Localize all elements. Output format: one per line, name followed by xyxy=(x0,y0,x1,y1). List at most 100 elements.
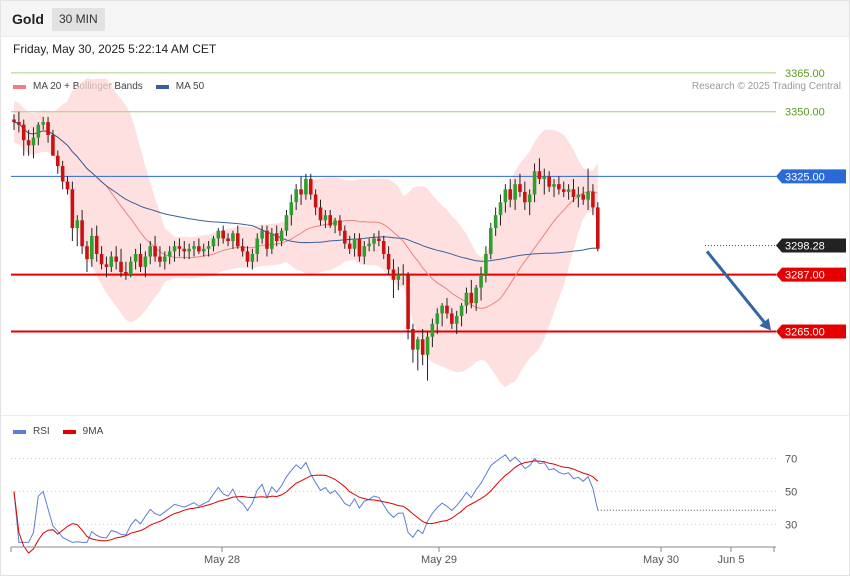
candle xyxy=(153,235,157,262)
candle-body xyxy=(85,246,89,260)
candle-body xyxy=(357,238,362,257)
top-bar: Gold 30 MIN xyxy=(1,1,849,37)
rsi-9ma-line xyxy=(13,460,599,554)
candle-body xyxy=(542,176,547,179)
candle-body xyxy=(323,215,328,221)
candle-body xyxy=(571,189,576,198)
candle-body xyxy=(245,251,250,262)
bollinger-bands xyxy=(14,78,598,388)
candle xyxy=(133,248,138,270)
legend-item-ma50[interactable]: MA 50 xyxy=(155,81,204,92)
candle-body xyxy=(566,189,571,192)
candle-body xyxy=(294,189,298,203)
candle-body xyxy=(70,189,75,229)
candle xyxy=(430,318,435,348)
candle-body xyxy=(90,235,94,260)
candle-body xyxy=(138,253,143,267)
candle-body xyxy=(148,246,153,257)
candle xyxy=(55,150,60,174)
candle xyxy=(333,217,337,234)
candle-body xyxy=(94,235,99,254)
rsi-swatch xyxy=(13,429,26,434)
candle-body xyxy=(406,274,410,329)
candle xyxy=(245,246,250,267)
candle xyxy=(99,246,104,270)
candle xyxy=(172,241,177,262)
candle-body xyxy=(270,233,274,249)
candle-body xyxy=(284,215,289,231)
candle-body xyxy=(197,246,201,252)
bollinger-band-fill xyxy=(14,78,598,388)
candle-body xyxy=(41,122,45,125)
candle xyxy=(279,228,284,247)
candle xyxy=(547,171,551,192)
candle-body xyxy=(31,137,36,146)
candle-body xyxy=(493,215,498,229)
candle xyxy=(94,225,99,262)
candle xyxy=(182,241,187,260)
legend-item-9ma[interactable]: 9MA xyxy=(62,426,104,437)
candle-body xyxy=(255,238,260,254)
candle xyxy=(498,194,503,226)
candle-body xyxy=(265,230,269,249)
candle-body xyxy=(192,246,196,249)
candle xyxy=(406,272,410,340)
candle-body xyxy=(240,246,245,252)
candle xyxy=(124,261,128,280)
candle-body xyxy=(581,194,586,200)
timeframe-selector[interactable]: 30 MIN xyxy=(52,8,105,31)
candle xyxy=(561,181,566,198)
candle-body xyxy=(401,274,405,276)
candle xyxy=(143,251,148,278)
candle-body xyxy=(201,248,206,252)
candle xyxy=(211,235,216,252)
legend-label-9ma: 9MA xyxy=(82,426,104,437)
ma20-line xyxy=(13,121,599,309)
candle xyxy=(318,199,323,226)
candle xyxy=(386,246,391,275)
candle xyxy=(26,129,31,156)
candle-body xyxy=(503,189,508,203)
candle-body xyxy=(104,264,109,267)
candle-body xyxy=(425,336,430,355)
candle-body xyxy=(518,184,522,192)
legend-item-rsi[interactable]: RSI xyxy=(13,426,50,437)
candle-body xyxy=(221,230,225,239)
candle xyxy=(148,241,153,265)
candle xyxy=(197,238,201,254)
candle-body xyxy=(513,184,517,200)
candle-body xyxy=(260,230,264,239)
candle xyxy=(31,127,36,159)
candle xyxy=(274,225,279,247)
candle xyxy=(177,238,182,257)
candle xyxy=(401,264,405,285)
candle xyxy=(158,246,162,267)
candle-body xyxy=(133,253,138,262)
candle xyxy=(270,228,274,254)
candle-body xyxy=(187,248,191,252)
candle xyxy=(537,158,542,185)
candle xyxy=(85,241,89,273)
candle xyxy=(474,285,478,311)
candle-body xyxy=(396,274,401,280)
current-price-label: 3298.28 xyxy=(785,240,825,252)
candle-body xyxy=(250,253,255,262)
candle-body xyxy=(328,215,333,226)
candle xyxy=(226,233,230,247)
candle-body xyxy=(80,220,84,247)
candle xyxy=(75,215,80,247)
x-tick-label: May 28 xyxy=(204,554,240,566)
candle xyxy=(532,163,537,203)
candle xyxy=(352,233,357,257)
candle-body xyxy=(299,189,303,195)
candle xyxy=(396,266,401,291)
candle-body xyxy=(55,155,60,167)
candle-body xyxy=(304,178,308,195)
moving-averages xyxy=(13,121,599,309)
candle xyxy=(454,310,459,335)
candle xyxy=(250,248,255,270)
x-tick-label: May 29 xyxy=(421,554,457,566)
candle-body xyxy=(469,292,474,304)
candle xyxy=(581,186,586,205)
